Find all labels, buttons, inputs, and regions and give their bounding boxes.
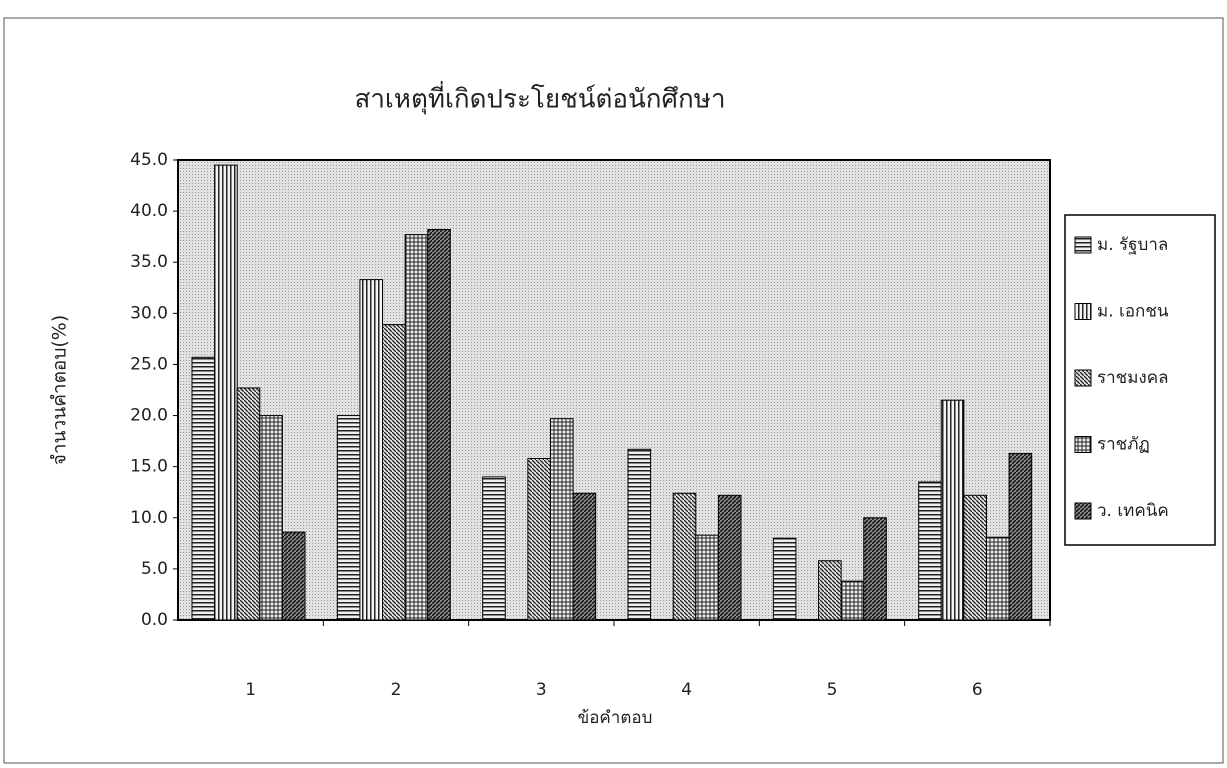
bar [1008,452,1033,621]
y-tick-label: 5.0 [141,559,168,579]
bar [672,492,697,621]
legend-swatch [1074,236,1092,254]
y-tick-label: 0.0 [141,610,168,630]
legend-label: ม. รัฐบาล [1097,235,1168,255]
x-tick-label: 2 [391,680,402,700]
y-tick-label: 20.0 [130,406,168,426]
bar [627,448,652,621]
legend-label: ราชมงคล [1097,368,1169,388]
legend-label: ว. เทคนิค [1097,501,1169,521]
y-tick-label: 35.0 [130,252,168,272]
x-tick-label: 5 [827,680,838,700]
chart-title: สาเหตุที่เกิดประโยชน์ต่อนักศึกษา [354,81,725,115]
bar [572,492,597,621]
bar [482,476,506,621]
y-tick-label: 25.0 [130,354,168,374]
plot-area [177,159,1051,621]
bar [336,415,361,621]
bar [818,560,842,621]
legend-label: ราชภัฏ [1097,435,1150,455]
bar [549,418,574,621]
y-axis-label: จำนวนคำตอบ(%) [49,315,71,466]
x-tick-label: 6 [972,680,983,700]
legend-label: ม. เอกชน [1097,302,1169,322]
legend-swatch [1074,436,1092,453]
y-tick-label: 40.0 [130,201,168,221]
bar [772,537,797,621]
y-tick-label: 30.0 [130,303,168,323]
bar [985,536,1010,621]
bar [940,399,965,621]
legend-swatch [1074,502,1092,520]
chart-frame [3,17,1224,764]
bar [382,324,406,621]
bar [359,279,384,621]
bar [259,415,283,621]
bar [695,534,719,621]
bar [404,234,429,621]
bar [717,494,742,621]
x-tick-label: 3 [536,680,547,700]
x-tick-label: 1 [245,680,256,700]
bar [191,356,216,621]
bar [918,481,942,621]
x-axis-label: ข้อคำตอบ [578,708,653,728]
bar [527,457,551,621]
bar [214,164,238,621]
bar [281,531,306,621]
y-tick-label: 10.0 [130,508,168,528]
legend-swatch [1074,303,1092,320]
bar [963,494,987,621]
y-tick-label: 45.0 [130,150,168,170]
bar [427,229,451,621]
y-tick-label: 15.0 [130,457,168,477]
x-tick-label: 4 [681,680,692,700]
bar [863,517,887,621]
legend-swatch [1074,369,1092,387]
bar [236,387,261,621]
bar [840,580,865,621]
